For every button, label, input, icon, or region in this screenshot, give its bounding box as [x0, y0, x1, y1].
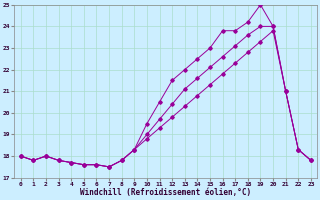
X-axis label: Windchill (Refroidissement éolien,°C): Windchill (Refroidissement éolien,°C)	[80, 188, 252, 197]
